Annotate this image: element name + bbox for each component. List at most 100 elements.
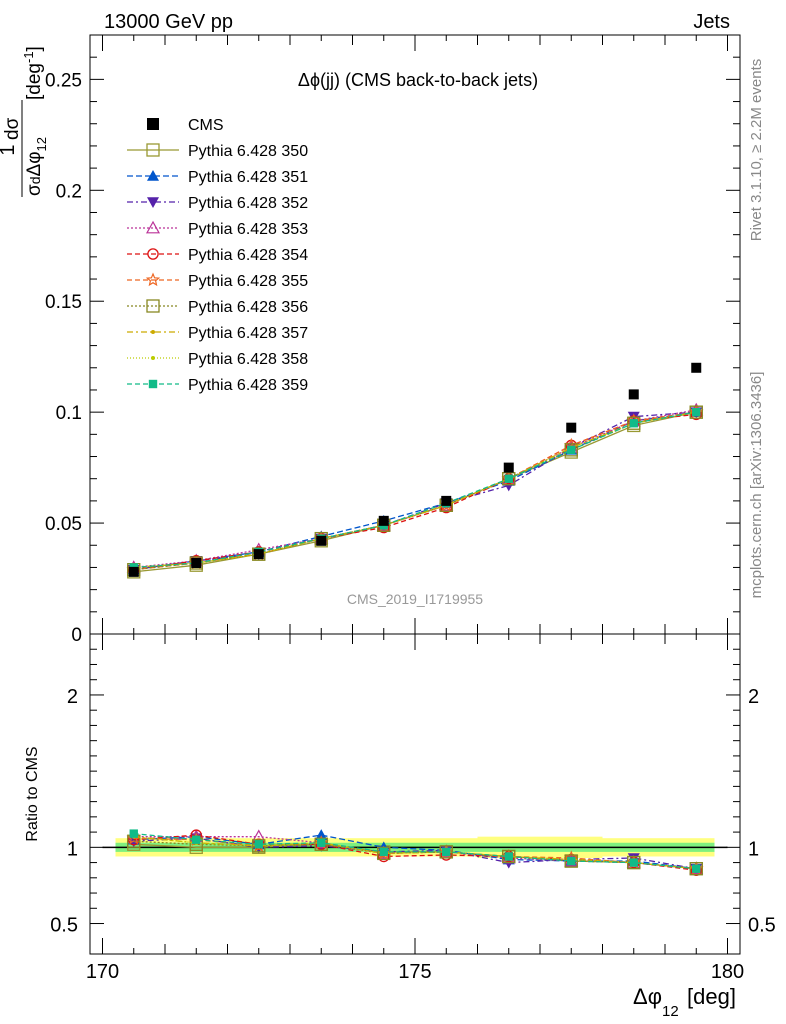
ratio-y-tick-label: 2 (67, 686, 78, 708)
legend-item-10: Pythia 6.428 359 (127, 377, 308, 394)
legend-marker (146, 299, 160, 313)
svg-text:[deg-1]: [deg-1] (21, 46, 45, 100)
series-line (133, 409, 697, 569)
series-point (564, 443, 578, 457)
legend-label: Pythia 6.428 354 (188, 247, 308, 264)
series-1 (127, 405, 703, 579)
legend-item-8: Pythia 6.428 357 (127, 325, 308, 342)
ratio-series-point (567, 856, 576, 866)
legend-marker (145, 220, 161, 234)
ratio-series-line (133, 837, 697, 870)
ratio-y-tick-label: 0.5 (50, 915, 78, 937)
cms-data-point (628, 389, 639, 400)
ratio-series-line (133, 836, 697, 870)
legend-label: Pythia 6.428 350 (188, 143, 308, 160)
legend-item-6: Pythia 6.428 355 (127, 272, 308, 290)
rivet-version-text: Rivet 3.1.10, ≥ 2.2M events (748, 59, 765, 242)
cms-data-point (378, 515, 389, 526)
series-point (502, 472, 516, 486)
ratio-series-10 (129, 829, 701, 873)
mcplots-credit-text: mcplots.cern.ch [arXiv:1306.3436] (748, 372, 765, 599)
ratio-series-point (254, 840, 263, 849)
legend-label: CMS (188, 117, 224, 134)
cms-data-series (128, 362, 702, 577)
ratio-series-point (692, 864, 701, 873)
ratio-y-tick-label-right: 0.5 (748, 915, 776, 937)
ratio-series-group (126, 829, 704, 876)
ratio-series-point (379, 847, 388, 857)
legend-label: Pythia 6.428 357 (188, 325, 308, 342)
plot-title: Δϕ(jj) (CMS back-to-back jets) (298, 70, 538, 90)
legend-label: Pythia 6.428 353 (188, 221, 308, 238)
cms-data-point (191, 558, 202, 569)
series-line (133, 411, 697, 571)
ratio-series-line (133, 836, 697, 870)
y-tick-label: 0.25 (45, 70, 82, 91)
legend-marker (147, 118, 159, 130)
ratio-series-point (442, 847, 451, 857)
cms-data-point (253, 549, 264, 560)
ratio-series-point (192, 835, 201, 844)
series-line (133, 413, 697, 571)
legend-marker (146, 143, 160, 157)
legend-item-3: Pythia 6.428 352 (127, 195, 308, 212)
legend-marker (151, 356, 155, 360)
legend-marker (147, 170, 159, 181)
ratio-series-point (317, 838, 326, 847)
series-line (133, 411, 697, 569)
svg-text:1: 1 (0, 144, 19, 155)
ratio-y-tick-label-right: 1 (748, 838, 759, 860)
ratio-y-tick-label-right: 2 (748, 686, 759, 708)
svg-text:Δφ: Δφ (633, 984, 662, 1009)
cms-data-point (503, 462, 514, 473)
ratio-series-line (133, 834, 697, 871)
main-series-group (126, 362, 704, 579)
legend-label: Pythia 6.428 358 (188, 351, 308, 368)
series-line (133, 411, 697, 571)
header-right-text: Jets (693, 11, 730, 33)
legend-item-7: Pythia 6.428 356 (127, 299, 308, 316)
legend-marker (145, 272, 161, 287)
header-left-text: 13000 GeV pp (104, 11, 233, 33)
ratio-series-line (133, 834, 697, 870)
cms-data-point (441, 495, 452, 506)
legend-label: Pythia 6.428 351 (188, 169, 308, 186)
cms-data-point (128, 566, 139, 577)
series-line (133, 411, 697, 571)
legend-label: Pythia 6.428 355 (188, 273, 308, 290)
series-line (133, 411, 697, 571)
legend-item-9: Pythia 6.428 358 (127, 351, 308, 368)
series-point (504, 474, 513, 483)
legend-label: Pythia 6.428 356 (188, 299, 308, 316)
analysis-watermark: CMS_2019_I1719955 (347, 591, 483, 607)
legend-label: Pythia 6.428 352 (188, 195, 308, 212)
series-point (567, 445, 576, 455)
x-tick-label: 170 (86, 961, 119, 983)
series-point (692, 407, 701, 417)
svg-text:dσ: dσ (2, 117, 23, 140)
legend-marker (148, 379, 158, 389)
main-axes: 0 0.05 0.1 0.15 0.2 0.25 170 175 180 (45, 35, 744, 983)
cms-data-point (316, 535, 327, 546)
ratio-series-point (629, 858, 638, 867)
legend-item-1: Pythia 6.428 350 (127, 143, 308, 160)
cms-data-point (566, 422, 577, 433)
series-7 (127, 405, 703, 577)
series-point (629, 419, 638, 428)
legend-marker (151, 330, 155, 334)
series-line (133, 411, 697, 573)
ratio-series-line (133, 832, 697, 870)
legend-item-5: Pythia 6.428 354 (127, 247, 308, 264)
ratio-series-point (129, 829, 138, 838)
ratio-series-point (126, 830, 142, 845)
legend-item-2: Pythia 6.428 351 (127, 169, 308, 186)
series-4 (126, 402, 704, 573)
ratio-axes: 0.5 0.5 1 1 2 2 (50, 648, 776, 937)
legend-marker (147, 248, 159, 260)
series-point (689, 405, 703, 419)
ratio-y-axis-label: Ratio to CMS (24, 746, 41, 841)
series-line (133, 411, 697, 569)
ratio-series-line (133, 840, 697, 870)
svg-text:[deg]: [deg] (687, 984, 736, 1009)
